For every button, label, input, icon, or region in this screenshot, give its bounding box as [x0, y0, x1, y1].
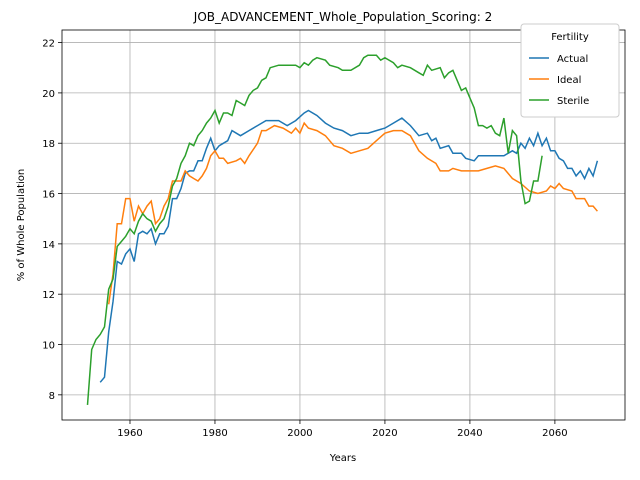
- x-tick-label: 2020: [372, 428, 397, 439]
- chart-title: JOB_ADVANCEMENT_Whole_Population_Scoring…: [193, 10, 492, 24]
- x-tick-label: 2060: [542, 428, 567, 439]
- x-axis-label: Years: [329, 453, 356, 464]
- y-tick-label: 16: [42, 190, 55, 201]
- y-tick-label: 14: [42, 240, 55, 251]
- x-tick-label: 2040: [457, 428, 482, 439]
- y-tick-label: 10: [42, 341, 55, 352]
- legend-label: Ideal: [557, 75, 581, 86]
- legend-label: Actual: [557, 54, 588, 65]
- y-tick-label: 8: [49, 391, 55, 402]
- x-tick-label: 1980: [202, 428, 227, 439]
- y-tick-label: 18: [42, 139, 55, 150]
- axes-frame: [61, 29, 626, 421]
- y-tick-label: 12: [42, 290, 55, 301]
- legend-box: [520, 23, 620, 118]
- y-axis-label: % of Whole Population: [16, 169, 27, 282]
- line: [107, 121, 598, 305]
- line: [99, 109, 599, 383]
- x-tick-label: 2000: [287, 428, 312, 439]
- y-tick-label: 20: [42, 89, 55, 100]
- line: [86, 54, 543, 405]
- legend-label: Sterile: [557, 96, 589, 107]
- x-tick-label: 1960: [117, 428, 142, 439]
- legend-title: Fertility: [551, 32, 589, 43]
- y-tick-label: 22: [42, 39, 55, 50]
